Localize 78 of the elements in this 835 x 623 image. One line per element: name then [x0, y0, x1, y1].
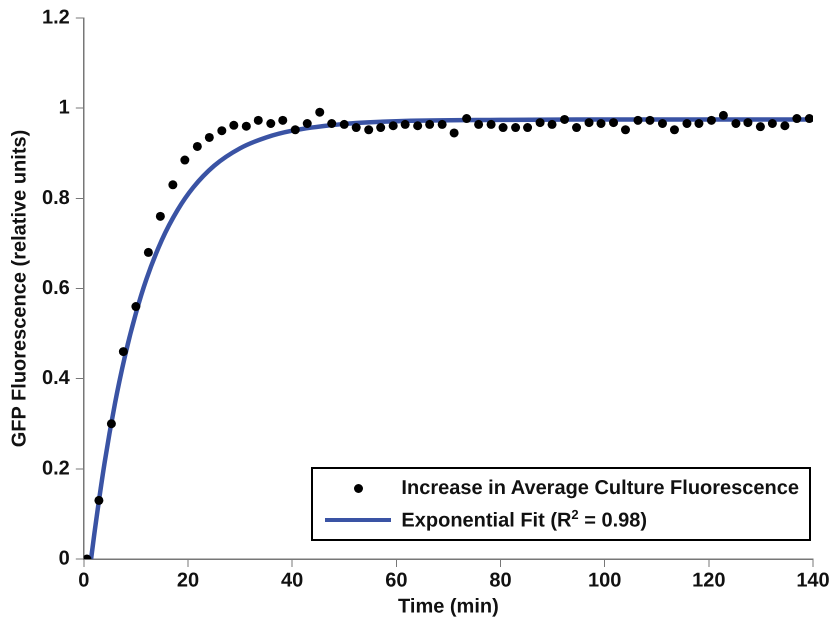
point	[756, 122, 765, 132]
point	[352, 123, 361, 132]
point	[694, 118, 704, 128]
y-tick-label: 1	[58, 96, 70, 119]
y-tick-label: 0.4	[42, 367, 71, 390]
y-tick-label: 1.2	[42, 6, 70, 29]
point	[180, 156, 190, 165]
x-tick-label: 20	[176, 570, 200, 592]
point	[242, 122, 251, 131]
point	[731, 118, 740, 128]
point	[718, 110, 728, 120]
point	[450, 128, 459, 138]
point	[204, 132, 214, 142]
point	[645, 116, 654, 125]
point	[474, 120, 484, 129]
x-tick-label: 140	[796, 570, 830, 592]
point	[376, 123, 386, 132]
point	[536, 118, 545, 128]
point	[340, 120, 349, 129]
point	[768, 118, 777, 128]
x-tick-label: 0	[78, 570, 90, 592]
y-axis-title: GFP Fluorescence (relative units)	[8, 130, 31, 448]
point	[633, 116, 642, 125]
point	[670, 125, 679, 134]
point	[400, 120, 410, 129]
point	[596, 118, 606, 128]
point	[780, 121, 790, 130]
y-tick-label: 0.6	[42, 277, 70, 300]
point	[94, 496, 104, 505]
point	[315, 108, 324, 117]
x-tick-label: 100	[588, 570, 622, 592]
point	[168, 180, 178, 190]
x-tick-label: 80	[489, 570, 512, 592]
point	[156, 212, 165, 221]
point	[302, 118, 312, 128]
point	[523, 123, 532, 132]
point	[266, 118, 276, 128]
point	[388, 121, 398, 130]
point	[254, 116, 263, 125]
point	[290, 125, 300, 134]
point	[658, 118, 667, 128]
point	[327, 118, 336, 128]
point	[572, 123, 582, 132]
legend-label: Exponential Fit (R$^{2}$ = 0.98)	[401, 506, 648, 532]
point	[706, 116, 716, 125]
point	[413, 121, 422, 130]
point	[131, 302, 140, 312]
point	[462, 114, 472, 124]
y-tick-label: 0.8	[42, 186, 70, 209]
point	[118, 347, 128, 356]
point	[548, 120, 557, 129]
legend-label: Increase in Average Culture Fluorescence	[401, 477, 799, 500]
point	[106, 419, 116, 428]
point	[217, 126, 226, 136]
y-tick-label: 0	[58, 548, 70, 570]
x-axis-title: Time (min)	[398, 596, 499, 618]
point	[609, 118, 618, 128]
point	[511, 123, 520, 132]
point	[192, 142, 202, 151]
point	[584, 118, 594, 128]
point	[682, 118, 692, 128]
point	[425, 120, 434, 129]
point	[792, 114, 802, 124]
y-tick-label: 0.2	[42, 457, 70, 480]
x-tick-label: 120	[692, 570, 726, 592]
point	[278, 116, 288, 125]
point	[498, 123, 508, 132]
x-tick-label: 60	[385, 570, 408, 592]
point	[438, 120, 447, 129]
point	[144, 248, 153, 257]
point	[743, 118, 752, 128]
point	[620, 125, 630, 134]
x-tick-label: 40	[281, 570, 304, 592]
point	[804, 114, 813, 124]
point	[229, 120, 238, 130]
point	[364, 125, 374, 134]
point	[560, 114, 570, 124]
point	[486, 120, 496, 129]
